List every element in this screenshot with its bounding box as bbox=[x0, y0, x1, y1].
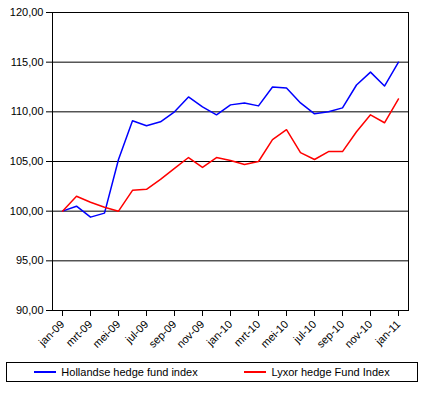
svg-text:nov-09: nov-09 bbox=[174, 318, 206, 350]
html-text:Hollandse hedge fund index: Hollandse hedge fund index bbox=[61, 366, 198, 378]
svg-text:95,00: 95,00 bbox=[16, 254, 44, 266]
svg-text:115,00: 115,00 bbox=[11, 56, 44, 68]
svg-text:120,00: 120,00 bbox=[10, 6, 44, 18]
svg-text:sep-10: sep-10 bbox=[314, 318, 346, 350]
svg-text:jul-09: jul-09 bbox=[122, 317, 151, 346]
svg-text:90,00: 90,00 bbox=[16, 304, 44, 316]
svg-text:jul-10: jul-10 bbox=[290, 317, 319, 346]
svg-text:sep-09: sep-09 bbox=[146, 318, 178, 350]
svg-text:110,00: 110,00 bbox=[11, 105, 44, 117]
svg-text:jan-10: jan-10 bbox=[204, 318, 235, 349]
svg-text:mrt-09: mrt-09 bbox=[63, 318, 94, 349]
svg-text:mei-10: mei-10 bbox=[258, 318, 290, 350]
svg-text:100,00: 100,00 bbox=[10, 205, 44, 217]
svg-text:jan-09: jan-09 bbox=[36, 318, 67, 349]
svg-text:jan-11: jan-11 bbox=[372, 318, 402, 348]
svg-text:mrt-10: mrt-10 bbox=[231, 318, 262, 349]
svg-text:nov-10: nov-10 bbox=[342, 318, 374, 350]
svg-text:mei-09: mei-09 bbox=[90, 318, 122, 350]
svg-text:105,00: 105,00 bbox=[10, 155, 44, 167]
html-text:Lyxor hedge Fund Index: Lyxor hedge Fund Index bbox=[271, 366, 390, 378]
